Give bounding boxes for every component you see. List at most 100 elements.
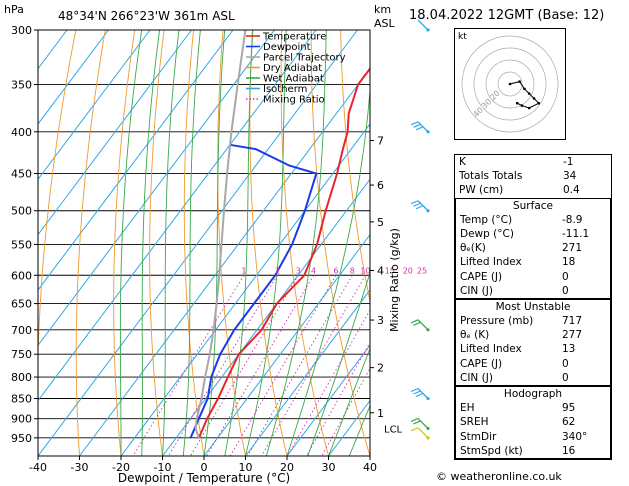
x-axis-label: Dewpoint / Temperature (°C) bbox=[118, 471, 290, 485]
stat-label: Totals Totals bbox=[459, 170, 523, 183]
mixing-ratio-label: 6 bbox=[333, 266, 338, 275]
mixing-ratio-line bbox=[321, 367, 370, 456]
series-temperature bbox=[197, 66, 370, 439]
stat-row: Lifted Index 18 bbox=[456, 255, 610, 269]
pressure-axis: 300 350 400 450 500 550 600 650 700 750 800 850 900 9… bbox=[11, 24, 38, 445]
mixing-ratio-line bbox=[229, 275, 337, 456]
pressure-tick-label: 950 bbox=[11, 432, 32, 445]
wet-adiabat bbox=[141, 30, 161, 456]
stat-value: 13 bbox=[562, 343, 576, 356]
wind-barb bbox=[410, 417, 430, 431]
isotherm bbox=[162, 178, 370, 456]
isotherm bbox=[38, 30, 358, 456]
temperature-tick-label: 20 bbox=[280, 461, 294, 474]
stat-row: Totals Totals 34 bbox=[455, 169, 611, 183]
legend-entry: Parcel Trajectory bbox=[263, 53, 346, 64]
mixing-ratio-line bbox=[287, 309, 370, 456]
temperature-tick-label: 40 bbox=[363, 461, 377, 474]
series-parcel-trajectory bbox=[194, 30, 247, 439]
hodograph-ring bbox=[485, 59, 535, 109]
stat-value: 0 bbox=[562, 371, 569, 384]
mixing-ratio-line bbox=[247, 275, 353, 456]
height-tick-label: 4 bbox=[377, 265, 384, 278]
wet-adiabat bbox=[265, 30, 327, 456]
stat-row: CAPE (J) 0 bbox=[456, 357, 610, 371]
dry-adiabat bbox=[217, 30, 246, 456]
dry-adiabat bbox=[183, 30, 205, 456]
stat-label: StmDir bbox=[460, 430, 497, 443]
legend-entry: Dry Adiabat bbox=[263, 63, 322, 74]
pressure-tick-label: 550 bbox=[11, 238, 32, 251]
hodograph-point bbox=[527, 106, 531, 110]
temperature-tick-label: -30 bbox=[71, 461, 89, 474]
isotherm bbox=[245, 289, 370, 456]
hodograph-point bbox=[537, 101, 541, 105]
pressure-tick-label: 500 bbox=[11, 205, 32, 218]
pressure-tick-label: 700 bbox=[11, 324, 32, 337]
wet-adiabat bbox=[162, 30, 180, 456]
stat-value: 16 bbox=[562, 444, 576, 457]
stat-label: StmSpd (kt) bbox=[460, 444, 523, 457]
hpa-label: hPa bbox=[4, 3, 24, 16]
stat-row: SREH 62 bbox=[456, 415, 610, 429]
wind-barb bbox=[417, 19, 430, 32]
mixing-ratio-label: 2 bbox=[275, 266, 280, 275]
stat-value: 95 bbox=[562, 402, 576, 415]
mixing-ratio-line bbox=[306, 341, 370, 456]
stat-row: Temp (°C) -8.9 bbox=[456, 213, 610, 227]
pressure-tick-label: 750 bbox=[11, 348, 32, 361]
wet-adiabat bbox=[307, 271, 370, 456]
stat-label: SREH bbox=[460, 416, 489, 429]
stat-row: θₑ (K) 277 bbox=[456, 328, 610, 342]
wet-adiabat bbox=[224, 30, 254, 456]
height-tick-label: 1 bbox=[377, 407, 384, 420]
wind-barb bbox=[410, 200, 430, 213]
pressure-tick-label: 600 bbox=[11, 269, 32, 282]
pressure-tick-label: 450 bbox=[11, 167, 32, 180]
dry-adiabat bbox=[113, 30, 136, 456]
footer-credit: © weatheronline.co.uk bbox=[436, 470, 562, 483]
stat-row: Dewp (°C) -11.1 bbox=[456, 227, 610, 241]
pressure-tick-label: 900 bbox=[11, 413, 32, 426]
height-tick-label: 2 bbox=[377, 362, 384, 375]
pressure-tick-label: 350 bbox=[11, 79, 32, 92]
mixing-ratio-label: 8 bbox=[350, 266, 355, 275]
pressure-tick-label: 400 bbox=[11, 126, 32, 139]
stat-row: StmDir 340° bbox=[456, 430, 610, 444]
hodograph-point bbox=[520, 104, 524, 107]
mixing-ratio-label: 20 bbox=[403, 266, 413, 275]
dry-adiabat bbox=[310, 30, 370, 456]
wind-barb bbox=[410, 121, 430, 134]
mixing-ratio-label: 3 bbox=[296, 266, 301, 275]
stat-value: 271 bbox=[562, 242, 583, 255]
stat-label: θₑ(K) bbox=[460, 242, 486, 255]
temperature-tick-label: 30 bbox=[322, 461, 336, 474]
km-label: km bbox=[374, 3, 391, 16]
hodograph-unit-label: kt bbox=[458, 32, 467, 42]
isotherm bbox=[286, 344, 370, 456]
mixing-ratio-label: 15 bbox=[385, 266, 395, 275]
stat-label: CIN (J) bbox=[460, 371, 493, 384]
stat-row: CIN (J) 0 bbox=[456, 284, 610, 298]
dry-adiabat bbox=[340, 30, 370, 304]
temperature-tick-label: 10 bbox=[239, 461, 253, 474]
stat-label: CAPE (J) bbox=[460, 357, 503, 370]
legend-entry: Temperature bbox=[262, 32, 326, 43]
location-title: 48°34'N 266°23'W 361m ASL bbox=[58, 9, 235, 23]
wind-barb bbox=[410, 427, 430, 440]
stat-row: EH 95 bbox=[456, 401, 610, 415]
stat-row: Pressure (mb) 717 bbox=[456, 314, 610, 328]
most-unstable-title: Most Unstable bbox=[495, 300, 571, 313]
background-lines bbox=[38, 30, 370, 456]
temperature-tick-label: -40 bbox=[29, 461, 47, 474]
pressure-tick-label: 650 bbox=[11, 298, 32, 311]
temperature-tick-label: -10 bbox=[154, 461, 172, 474]
mixing-ratio-label: 25 bbox=[417, 266, 427, 275]
isotherm bbox=[38, 30, 234, 291]
stat-label: θₑ (K) bbox=[460, 329, 490, 342]
wind-barb bbox=[410, 387, 430, 401]
stat-row: Lifted Index 13 bbox=[456, 342, 610, 356]
wet-adiabat bbox=[245, 30, 287, 456]
stat-label: EH bbox=[460, 402, 475, 415]
